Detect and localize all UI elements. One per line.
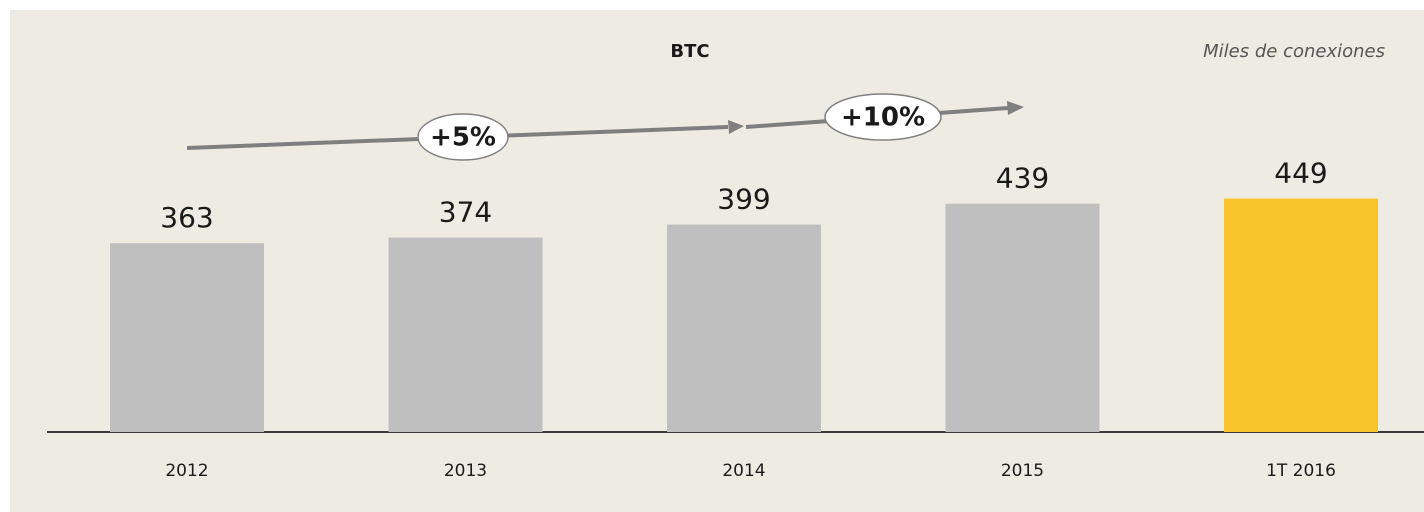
annotation-bubble: [417, 113, 509, 161]
x-tick-label: 2015: [1001, 461, 1044, 481]
chart-title: BTC: [670, 41, 709, 62]
value-label: 399: [717, 183, 770, 216]
bar: [110, 243, 264, 432]
bar: [667, 224, 821, 432]
annotation: +10%: [841, 103, 925, 133]
x-tick-label: 2014: [722, 461, 765, 481]
arrow-head: [1007, 101, 1024, 115]
value-label: 363: [160, 201, 213, 234]
annotation: +5%: [430, 123, 496, 153]
bar: [388, 237, 543, 432]
bar: [945, 203, 1100, 432]
x-tick-label: 2012: [165, 461, 208, 481]
arrow-head: [728, 120, 744, 134]
annotation-bubble: [824, 93, 942, 141]
trend-arrows: +5% +10%: [186, 93, 1024, 161]
x-tick-label: 2013: [444, 461, 487, 481]
value-label: 374: [439, 196, 492, 229]
chart-subtitle: Miles de conexiones: [1203, 41, 1385, 62]
value-label: 439: [996, 162, 1049, 195]
bar: [1224, 198, 1378, 432]
value-label: 449: [1274, 157, 1327, 190]
x-tick-label: 1T 2016: [1266, 461, 1336, 481]
